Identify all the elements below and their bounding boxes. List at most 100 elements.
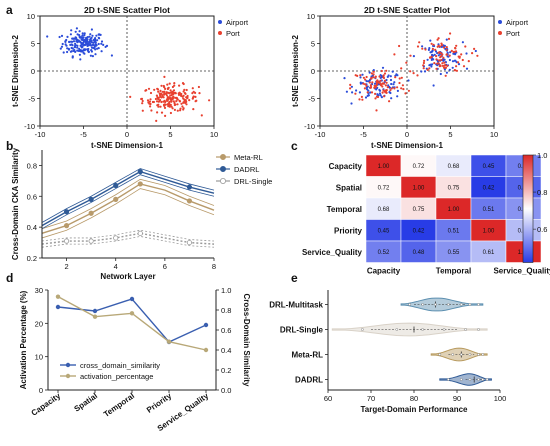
a-right-point-port: [461, 58, 464, 62]
a-right-legend-marker-airport: [498, 20, 502, 24]
b-ytick-label: 0.4: [27, 223, 37, 232]
a-right-point-port: [447, 37, 451, 41]
a-left-xtick-label: 10: [210, 130, 218, 139]
c-colorbar: [522, 154, 534, 263]
a-left-point-port: [149, 102, 152, 106]
a-left-point-port: [181, 95, 184, 98]
a-left-point-port: [182, 97, 185, 100]
a-left-point-port: [172, 89, 176, 92]
a-right-point-airport: [388, 86, 392, 89]
a-right-point-airport: [389, 91, 392, 95]
e-point-meta-rl: [477, 353, 480, 356]
c-cell-label: 0.48: [413, 250, 425, 256]
a-right-point-port: [396, 86, 399, 89]
panel-a-right: 2D t-SNE Scatter Plot -10 -5 0 5 10 -10 -5 0 5 10 t…: [291, 5, 529, 150]
a-right-point-airport: [387, 84, 390, 87]
a-right-point-port: [440, 54, 443, 58]
e-point-dadrl: [477, 378, 480, 381]
a-right-xtick-label: 0: [405, 130, 409, 139]
a-right-point-airport: [445, 38, 448, 41]
b-point-dadrl: [113, 182, 119, 189]
a-right-point-port: [464, 45, 467, 48]
c-cell-label: 0.72: [413, 164, 425, 170]
a-right-point-port: [422, 64, 425, 67]
d-line-cross_domain_similarity: [57, 298, 207, 343]
a-right-point-airport: [427, 48, 430, 52]
a-left-point-port: [169, 94, 172, 97]
b-point-meta-rl: [88, 210, 94, 216]
b-xtick-label: 8: [212, 262, 216, 271]
a-left-point-airport: [62, 51, 65, 54]
a-right-point-port: [383, 72, 387, 75]
a-left-point-airport: [83, 38, 87, 41]
a-left-point-airport: [90, 46, 94, 49]
c-cell-label: 0.75: [413, 207, 425, 213]
c-cell-label: 0.42: [483, 185, 495, 191]
a-left-point-airport: [59, 47, 62, 50]
a-right-point-port: [401, 84, 404, 87]
d-ylabel: Activation Percentage (%): [19, 290, 28, 389]
a-right-point-port: [374, 86, 377, 89]
a-right-xtick-label: -10: [315, 130, 326, 139]
a-right-point-airport: [442, 59, 445, 62]
a-left-point-port: [172, 100, 175, 103]
a-right-point-port: [390, 87, 393, 90]
a-right-point-port: [378, 75, 381, 78]
a-right-point-airport: [351, 91, 354, 94]
b-legend-label-dadrl: DADRL: [234, 165, 259, 174]
b-line-drl-single: [41, 232, 215, 245]
a-right-point-port: [393, 53, 396, 56]
a-left-point-airport: [100, 40, 104, 43]
a-left-point-airport: [72, 49, 75, 53]
c-cell-label: 0.72: [378, 185, 390, 191]
c-col-label: Service_Quality: [493, 267, 550, 276]
d-xtick-label: Spatial: [72, 391, 99, 413]
a-right-point-airport: [396, 95, 399, 98]
a-right-point-airport: [426, 58, 429, 61]
a-right-point-port: [431, 47, 434, 51]
a-right-point-port: [450, 49, 453, 53]
a-right-point-airport: [423, 70, 427, 73]
a-right-point-port: [382, 74, 385, 77]
a-left-point-airport: [89, 44, 92, 47]
a-right-ylabel: t-SNE Dimension-2: [291, 34, 300, 107]
a-right-point-port: [424, 48, 427, 51]
a-left-point-port: [168, 104, 171, 107]
e-point-meta-rl: [481, 353, 485, 356]
a-right-point-port: [453, 50, 456, 54]
a-right-ytick-label: -5: [308, 95, 315, 104]
a-left-point-port: [141, 99, 144, 103]
a-left-ytick-label: -10: [24, 122, 35, 131]
d-legend-marker-cross_domain_similarity: [65, 362, 71, 368]
b-legend-marker-meta-rl: [219, 153, 226, 160]
a-right-point-port: [375, 109, 378, 112]
b-point-meta-rl: [137, 181, 143, 187]
e-point-dadrl: [447, 378, 450, 381]
a-left-point-port: [163, 75, 166, 78]
a-left-point-airport: [74, 36, 77, 39]
a-left-point-airport: [76, 46, 79, 49]
a-left-point-port: [169, 98, 173, 101]
a-right-point-port: [374, 97, 377, 100]
a-left-point-airport: [75, 27, 78, 30]
a-left-point-airport: [94, 41, 97, 44]
a-right-point-port: [398, 77, 401, 80]
d-y2tick-label: 0.0: [221, 386, 231, 395]
e-point-drl-single: [464, 328, 467, 331]
a-right-point-port: [400, 87, 403, 90]
d-ytick-label: 20: [35, 319, 43, 328]
a-left-point-port: [173, 84, 176, 87]
c-row-label: Priority: [334, 226, 363, 235]
a-left-point-port: [168, 100, 171, 104]
a-right-point-airport: [378, 92, 381, 95]
a-left-point-airport: [70, 40, 73, 43]
a-left-legend-label-airport: Airport: [226, 18, 249, 27]
a-left-point-airport: [81, 34, 84, 37]
e-violin-drl-multitask: [400, 297, 484, 312]
a-right-point-port: [433, 62, 436, 65]
a-left-point-port: [155, 94, 158, 97]
a-right-point-airport: [358, 91, 361, 94]
e-point-meta-rl: [438, 353, 442, 356]
a-left-point-airport: [97, 42, 100, 46]
